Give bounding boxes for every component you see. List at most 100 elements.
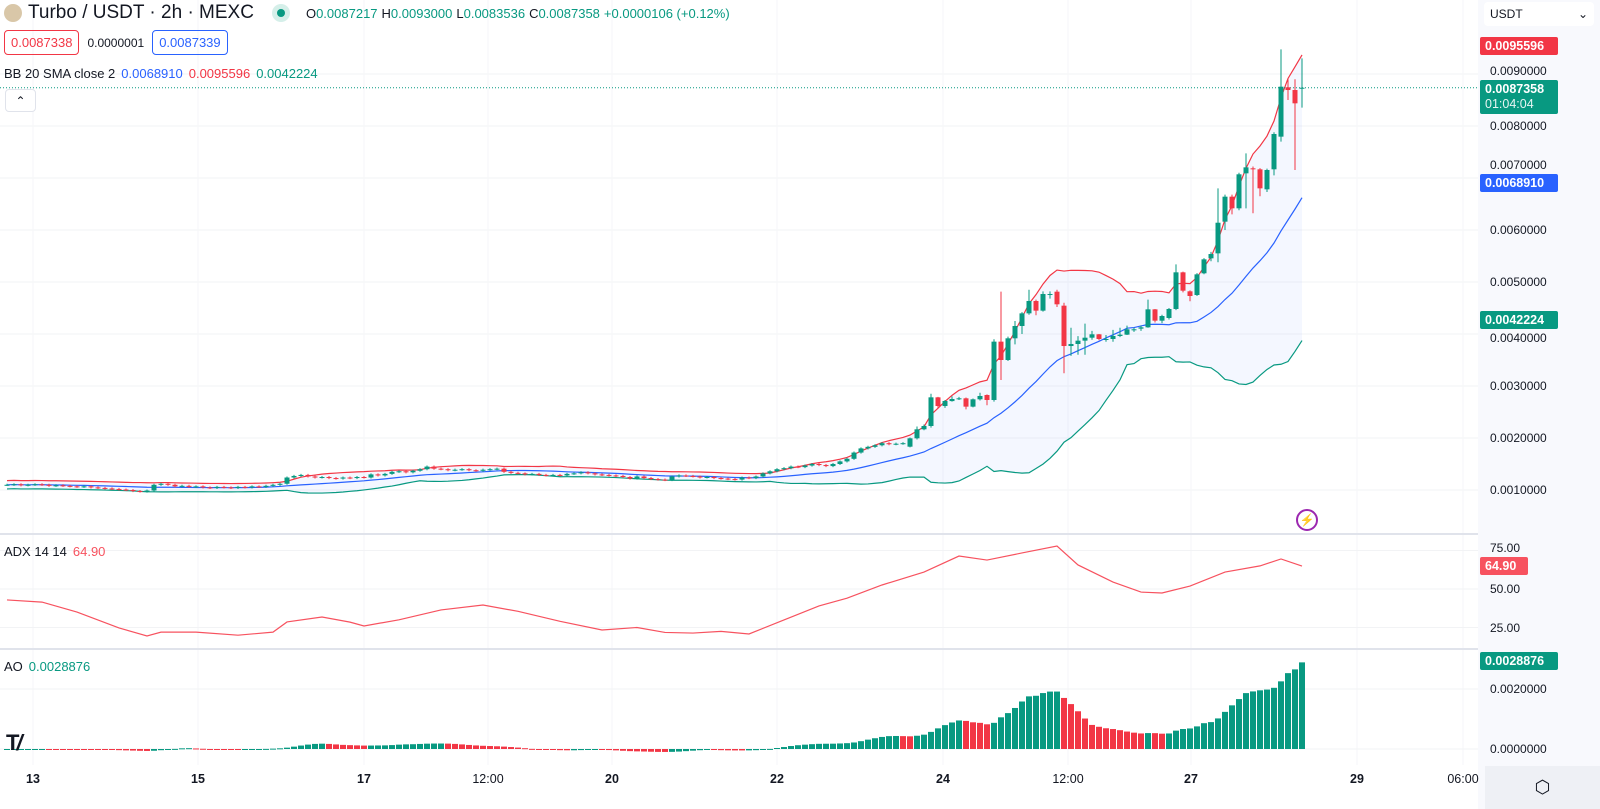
- ao-bar: [697, 749, 703, 751]
- ao-bar: [228, 749, 234, 750]
- candle-body: [263, 485, 269, 487]
- ao-bar: [893, 735, 899, 749]
- candle-body: [921, 425, 927, 430]
- candle-body: [879, 443, 885, 446]
- ao-bar: [144, 749, 150, 751]
- candle-body: [690, 475, 696, 477]
- ao-bar: [221, 749, 227, 750]
- candle-body: [1208, 254, 1214, 259]
- candle-body: [361, 477, 367, 478]
- ao-bar: [557, 749, 563, 751]
- ao-bar: [382, 745, 388, 749]
- ao-bar: [662, 749, 668, 752]
- candle-body: [991, 341, 997, 400]
- ao-bar: [466, 744, 472, 749]
- ao-bar: [606, 749, 612, 751]
- ao-legend[interactable]: AO 0.0028876: [4, 659, 91, 674]
- ao-bar: [1159, 733, 1165, 749]
- candle-body: [774, 469, 780, 472]
- ao-bar: [774, 747, 780, 749]
- candle-body: [844, 458, 850, 462]
- candle-body: [228, 487, 234, 489]
- candle-body: [326, 477, 332, 479]
- ao-bar: [207, 748, 213, 750]
- candle-body: [172, 484, 178, 487]
- last-price-tag: 0.0087358 01:04:04: [1480, 80, 1558, 114]
- ao-value-tag: 0.0028876: [1480, 652, 1558, 670]
- adx-legend[interactable]: ADX 14 14 64.90: [4, 544, 106, 559]
- ao-bar: [676, 749, 682, 752]
- candle-body: [571, 473, 577, 475]
- ao-bar: [1292, 669, 1298, 749]
- ao-bar: [319, 743, 325, 749]
- sell-button[interactable]: 0.0087338: [4, 30, 80, 55]
- ao-bar: [186, 748, 192, 750]
- candle-body: [165, 483, 171, 485]
- ao-bar: [123, 749, 129, 751]
- bb-legend[interactable]: BB 20 SMA close 2 0.0068910 0.0095596 0.…: [4, 66, 318, 81]
- candle-body: [445, 469, 451, 471]
- candle-body: [109, 488, 115, 490]
- spread-value: 0.0000001: [87, 35, 145, 50]
- price-axis[interactable]: [1478, 0, 1600, 809]
- ao-bar: [480, 745, 486, 749]
- candle-body: [501, 468, 507, 472]
- ao-bar: [340, 744, 346, 749]
- ao-bar: [795, 745, 801, 749]
- candle-body: [459, 469, 465, 471]
- ao-bar: [4, 749, 10, 750]
- ao-bar: [907, 736, 913, 749]
- ao-bar: [46, 749, 52, 750]
- currency-select[interactable]: USDT ⌄: [1484, 2, 1594, 26]
- candle-body: [886, 443, 892, 445]
- ao-bar: [424, 743, 430, 749]
- ao-bar: [1215, 718, 1221, 749]
- adx-axis-label: 50.00: [1490, 582, 1521, 596]
- candle-body: [67, 485, 73, 487]
- ao-bar: [1173, 730, 1179, 749]
- candle-body: [1019, 313, 1025, 326]
- symbol-title[interactable]: Turbo / USDT · 2h · MEXC: [28, 2, 254, 23]
- candle-body: [39, 484, 45, 486]
- settings-button[interactable]: ⬡: [1485, 766, 1600, 809]
- candle-body: [340, 477, 346, 479]
- collapse-legend-button[interactable]: ⌃: [5, 89, 36, 112]
- ao-bar: [270, 748, 276, 750]
- candle-body: [1285, 87, 1291, 91]
- candle-body: [284, 477, 290, 484]
- ao-bar: [158, 749, 164, 751]
- buy-button[interactable]: 0.0087339: [152, 30, 228, 55]
- candle-body: [515, 472, 521, 474]
- ao-bar: [865, 739, 871, 749]
- chevron-down-icon: ⌄: [1577, 7, 1588, 21]
- candle-body: [1180, 272, 1186, 291]
- time-axis-label: 12:00: [1052, 772, 1084, 786]
- ao-bar: [1236, 699, 1242, 749]
- ao-bar: [291, 746, 297, 749]
- candle-body: [347, 477, 353, 479]
- ao-bar: [438, 743, 444, 749]
- tradingview-logo[interactable]: T/: [6, 730, 23, 755]
- candle-body: [95, 487, 101, 489]
- candle-body: [1068, 343, 1074, 347]
- ao-bar: [60, 749, 66, 750]
- ao-bar: [879, 736, 885, 749]
- candle-body: [837, 461, 843, 464]
- ao-bar: [95, 749, 101, 750]
- candle-body: [1047, 294, 1053, 296]
- candle-body: [298, 474, 304, 476]
- candle-body: [508, 471, 514, 473]
- lightning-icon[interactable]: ⚡: [1296, 509, 1318, 531]
- candle-body: [424, 466, 430, 470]
- ao-bar: [137, 749, 143, 751]
- ao-axis-label: 0.0000000: [1490, 742, 1547, 756]
- ao-bar: [53, 749, 59, 750]
- ao-bar: [242, 749, 248, 750]
- ao-bar: [704, 749, 710, 750]
- candle-body: [851, 452, 857, 459]
- time-axis-label: 20: [605, 772, 619, 786]
- candle-body: [725, 478, 731, 480]
- ao-bar: [1054, 691, 1060, 749]
- candle-body: [550, 474, 556, 476]
